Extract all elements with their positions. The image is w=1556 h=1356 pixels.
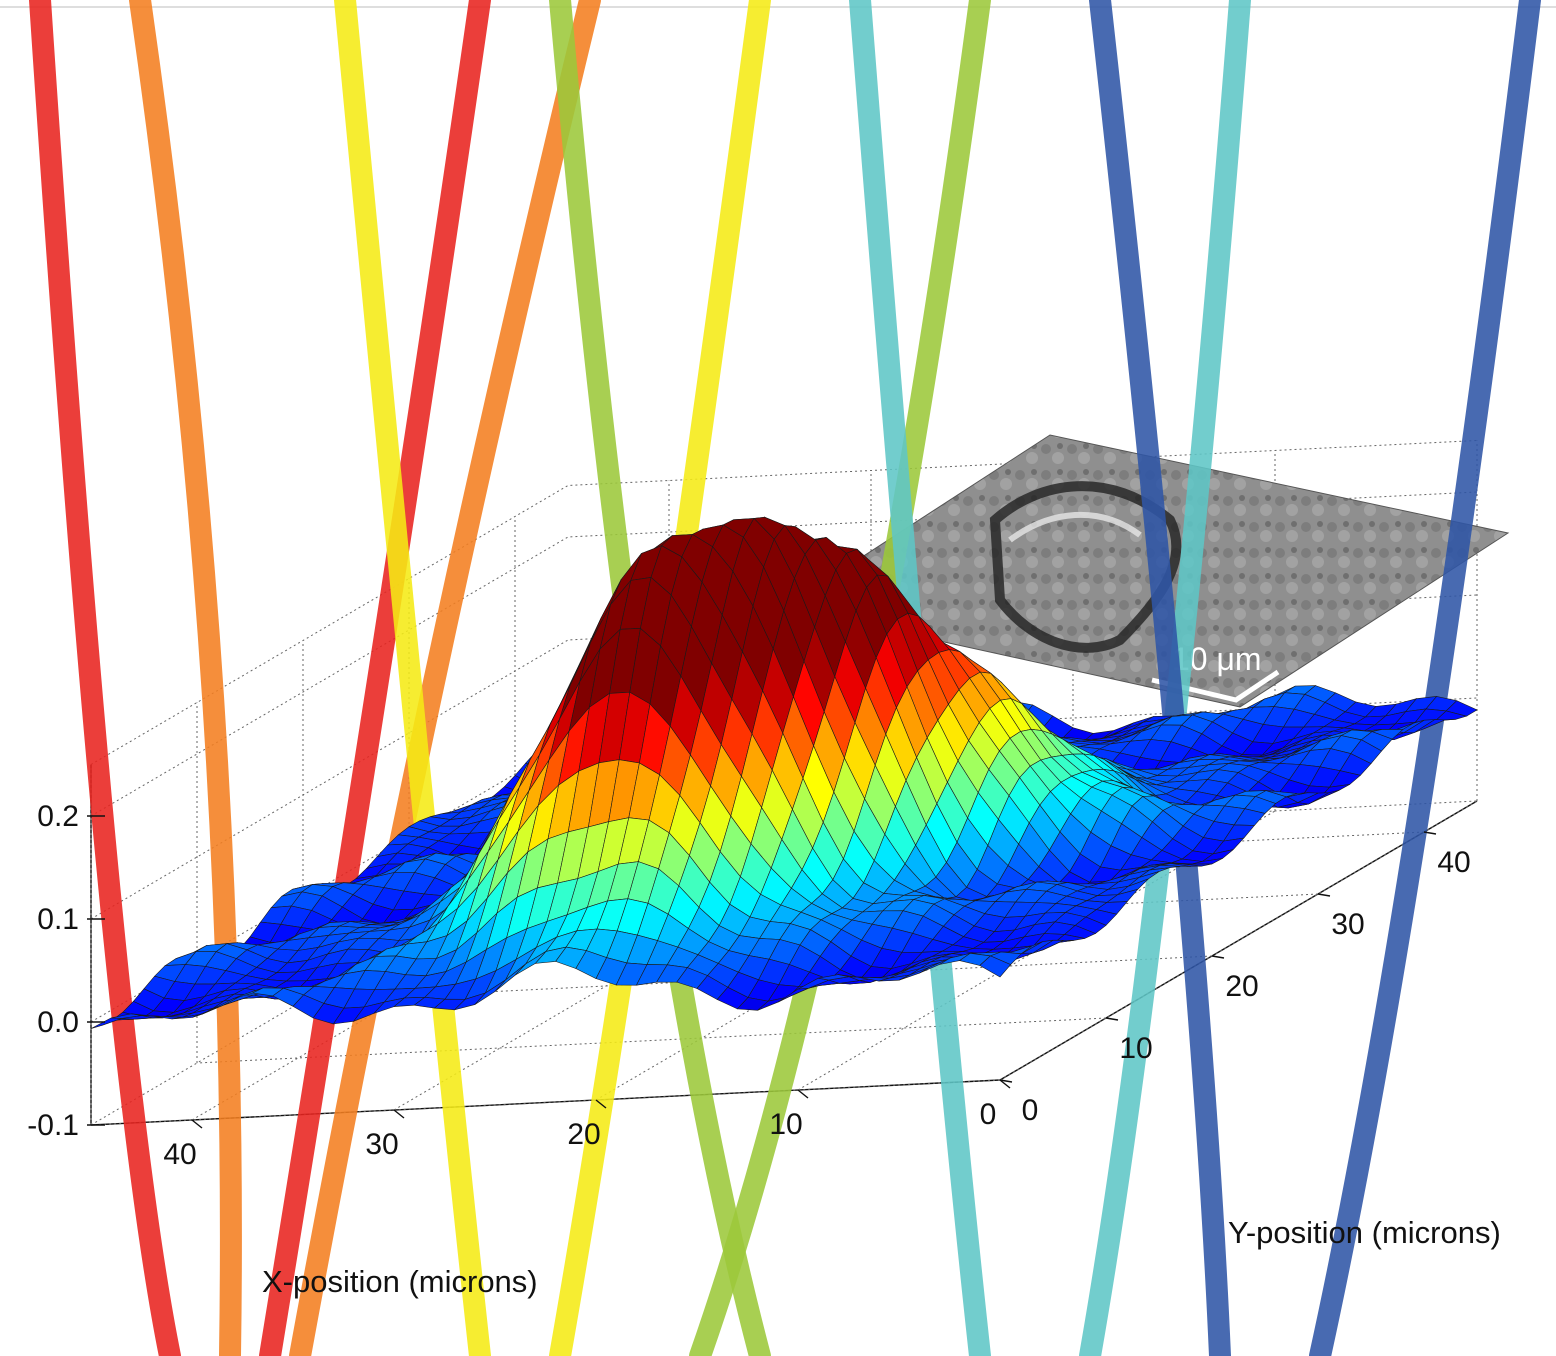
inset-feature-light xyxy=(1008,511,1142,543)
y-tick-mark xyxy=(999,1079,1013,1083)
x-tick-label: 0 xyxy=(980,1098,997,1131)
y-axis-label: Y-position (microns) xyxy=(1228,1215,1501,1250)
x-tick-mark xyxy=(393,1109,405,1119)
colored-trace xyxy=(29,0,181,1356)
y-tick-label: 10 xyxy=(1119,1032,1152,1065)
x-tick-mark xyxy=(797,1089,809,1099)
y-tick-mark xyxy=(1423,831,1437,835)
y-axis-ticks: 0 10 20 30 40 xyxy=(999,831,1471,1127)
colored-trace xyxy=(334,0,491,1356)
surface-mesh xyxy=(90,516,1478,1029)
grid-line xyxy=(90,1079,1001,1126)
surface-cell xyxy=(979,955,1012,978)
inset-plane xyxy=(783,434,1510,708)
x-tick-mark xyxy=(191,1119,203,1129)
colored-trace xyxy=(1309,0,1541,1356)
y-tick-label: 40 xyxy=(1437,846,1470,879)
colored-trace xyxy=(289,0,601,1356)
colored-trace xyxy=(259,0,491,1356)
z-tick-label: 0.2 xyxy=(37,800,79,833)
y-tick-mark xyxy=(1211,955,1225,959)
x-tick-label: 10 xyxy=(769,1108,802,1141)
z-axis-ticks: -0.1 0.0 0.1 0.2 xyxy=(27,800,105,1142)
x-tick-label: 30 xyxy=(365,1128,398,1161)
z-tick-label: -0.1 xyxy=(27,1109,79,1142)
x-axis-label: X-position (microns) xyxy=(262,1264,538,1299)
y-tick-mark xyxy=(1105,1017,1119,1021)
z-tick-label: 0.0 xyxy=(37,1006,79,1039)
grid-line xyxy=(999,800,1478,1081)
colored-trace xyxy=(129,0,242,1356)
x-axis-ticks: 0 10 20 30 40 xyxy=(163,1079,1011,1171)
x-tick-mark xyxy=(595,1099,607,1109)
y-tick-mark xyxy=(1317,893,1331,897)
x-tick-label: 40 xyxy=(163,1138,196,1171)
z-tick-label: 0.1 xyxy=(37,903,79,936)
x-tick-mark xyxy=(999,1079,1011,1089)
y-tick-label: 30 xyxy=(1331,908,1364,941)
y-tick-label: 20 xyxy=(1225,970,1258,1003)
inset-image: 10 μm xyxy=(783,434,1510,708)
y-tick-label: 0 xyxy=(1022,1094,1039,1127)
x-tick-label: 20 xyxy=(567,1118,600,1151)
